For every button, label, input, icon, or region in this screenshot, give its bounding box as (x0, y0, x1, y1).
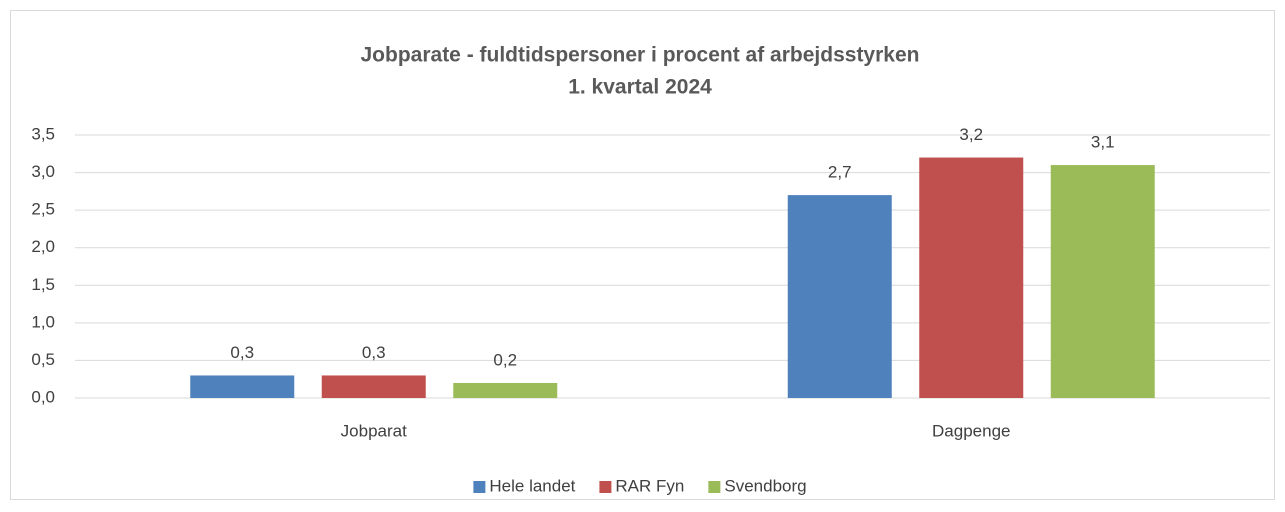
y-tick-label: 1,0 (31, 312, 55, 331)
x-tick-label: Dagpenge (932, 421, 1010, 440)
bar (190, 375, 295, 398)
legend-item: RAR Fyn (599, 476, 684, 495)
value-label: 3,1 (1091, 133, 1115, 152)
bar (787, 195, 892, 398)
value-label: 0,2 (493, 350, 517, 369)
value-label: 3,2 (959, 125, 983, 144)
legend-swatch (599, 481, 612, 493)
legend-swatch (473, 481, 486, 493)
legend-swatch (708, 481, 721, 493)
chart-subtitle: 1. kvartal 2024 (568, 76, 712, 99)
bar (919, 157, 1024, 398)
value-label: 0,3 (230, 343, 254, 362)
legend-item: Svendborg (708, 476, 807, 495)
legend-label: RAR Fyn (615, 476, 684, 495)
bar (453, 382, 558, 398)
x-tick-label: Jobparat (341, 421, 407, 440)
y-tick-label: 0,5 (31, 350, 55, 369)
value-label: 2,7 (828, 163, 852, 182)
bar (1050, 165, 1155, 398)
legend-item: Hele landet (473, 476, 576, 495)
y-tick-label: 3,5 (31, 124, 55, 143)
y-tick-label: 2,0 (31, 237, 55, 256)
bar (321, 375, 426, 398)
y-tick-label: 3,0 (31, 162, 55, 181)
value-label: 0,3 (362, 343, 386, 362)
chart-title: Jobparate - fuldtidspersoner i procent a… (361, 44, 920, 67)
y-tick-label: 2,5 (31, 200, 55, 219)
legend-label: Hele landet (489, 476, 575, 495)
y-tick-label: 0,0 (31, 387, 55, 406)
legend-label: Svendborg (724, 476, 806, 495)
y-tick-label: 1,5 (31, 275, 55, 294)
